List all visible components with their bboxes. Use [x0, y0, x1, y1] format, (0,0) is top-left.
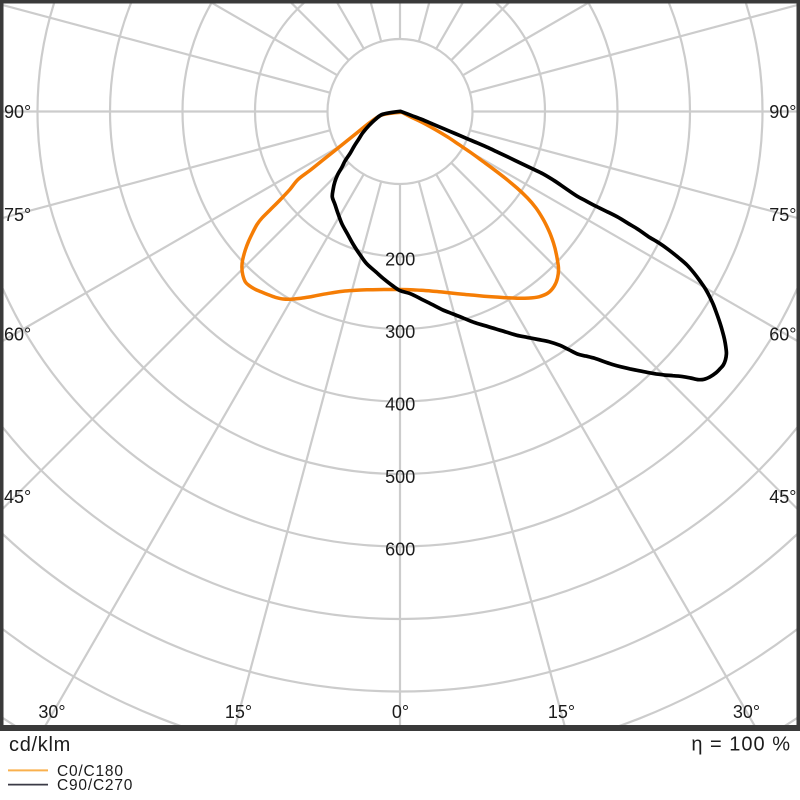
svg-text:300: 300: [385, 322, 415, 342]
svg-text:75°: 75°: [4, 205, 31, 225]
svg-text:30°: 30°: [733, 702, 760, 722]
svg-text:600: 600: [385, 540, 415, 560]
svg-text:45°: 45°: [4, 487, 31, 507]
svg-text:400: 400: [385, 395, 415, 415]
svg-text:15°: 15°: [548, 702, 575, 722]
svg-text:C0/C180: C0/C180: [57, 763, 124, 780]
svg-text:45°: 45°: [769, 487, 796, 507]
svg-text:15°: 15°: [225, 702, 252, 722]
svg-text:60°: 60°: [4, 324, 31, 344]
svg-text:75°: 75°: [769, 205, 796, 225]
svg-text:η = 100 %: η = 100 %: [691, 734, 791, 756]
svg-text:30°: 30°: [38, 702, 65, 722]
svg-text:90°: 90°: [4, 102, 31, 122]
svg-text:60°: 60°: [769, 324, 796, 344]
svg-text:0°: 0°: [392, 702, 409, 722]
svg-text:90°: 90°: [769, 102, 796, 122]
svg-text:500: 500: [385, 467, 415, 487]
svg-text:200: 200: [385, 250, 415, 270]
svg-text:C90/C270: C90/C270: [57, 777, 133, 794]
svg-text:cd/klm: cd/klm: [9, 734, 71, 756]
